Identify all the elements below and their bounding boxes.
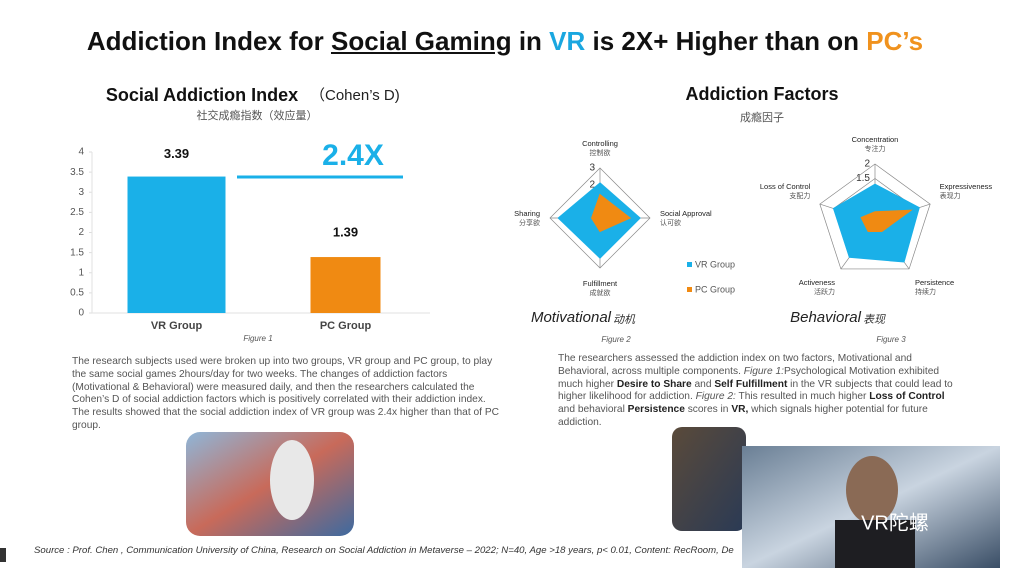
right-paragraph: The researchers assessed the addiction i… xyxy=(558,353,960,430)
y-tick-label: 2 xyxy=(78,227,84,238)
axis-label: Sharing xyxy=(514,209,540,218)
axis-label: Loss of Control xyxy=(760,182,811,191)
video-person xyxy=(846,456,898,524)
text-run: Loss of Control xyxy=(869,391,945,403)
text-run: and behavioral xyxy=(558,404,628,416)
edge-mark xyxy=(0,548,6,562)
text-run: and xyxy=(691,378,715,390)
photo xyxy=(186,432,354,536)
x-tick-label: PC Group xyxy=(320,320,372,332)
chart-subtitle: 成瘾因子 xyxy=(740,110,784,124)
text-run: Figure 1: xyxy=(743,365,784,377)
text-run: This resulted in much higher xyxy=(735,391,870,403)
text-run: Addiction Index for xyxy=(86,26,331,56)
axis-label-zh: 控制欲 xyxy=(590,148,611,157)
source-note: Source : Prof. Chen , Communication Univ… xyxy=(34,545,734,556)
video-person-body xyxy=(835,520,915,568)
text-run: VR xyxy=(549,26,586,56)
figure-label-zh: 动机 xyxy=(613,313,636,326)
chart-title-note: （Cohen’s D) xyxy=(310,87,400,104)
photo-person xyxy=(270,440,314,520)
figure-label: Motivational xyxy=(531,309,612,326)
legend-swatch xyxy=(687,262,692,267)
axis-label: Social Approval xyxy=(660,209,712,218)
axis-label-zh: 支配力 xyxy=(789,191,810,200)
text-run: Desire to Share xyxy=(616,378,692,390)
y-tick-label: 1 xyxy=(78,267,84,278)
figure-label: Behavioral xyxy=(790,309,862,326)
figure-caption: Figure 3 xyxy=(876,335,906,344)
axis-label: Fulfillment xyxy=(583,279,618,288)
text-run: The research subjects used were broken u… xyxy=(72,356,499,431)
axis-label-zh: 成就欲 xyxy=(590,288,611,297)
y-tick-label: 2.5 xyxy=(70,207,84,218)
legend-label: PC Group xyxy=(695,284,735,294)
legend-label: VR Group xyxy=(695,259,735,269)
photo xyxy=(672,427,746,531)
y-tick-label: 4 xyxy=(78,147,84,158)
watermark: VR陀螺 xyxy=(861,511,929,534)
axis-label: Concentration xyxy=(852,135,899,144)
legend-swatch xyxy=(687,287,692,292)
grid-ring xyxy=(819,163,931,270)
value-label: 3.39 xyxy=(164,146,189,161)
annotation: 2.4X xyxy=(322,139,384,172)
axis-label-zh: 表现力 xyxy=(940,191,961,200)
text-run: is 2X+ Higher than on xyxy=(585,26,867,56)
left-paragraph: The research subjects used were broken u… xyxy=(72,356,504,433)
text-run: Figure 2: xyxy=(695,391,736,403)
chart-title: Social Addiction Index xyxy=(106,85,298,105)
text-run: scores in xyxy=(684,404,732,416)
text-run: in the VR subjects that could lead to hi… xyxy=(558,378,953,403)
r-tick-label: 2 xyxy=(864,159,870,170)
y-tick-label: 3.5 xyxy=(70,167,84,178)
text-run: Social Gaming xyxy=(330,26,512,56)
axis-label: Controlling xyxy=(582,139,618,148)
r-tick-label: 3 xyxy=(589,163,595,174)
x-tick-label: VR Group xyxy=(151,320,203,332)
bar xyxy=(127,176,226,313)
text-run: PC’s xyxy=(866,26,924,56)
r-tick-label: 2 xyxy=(589,179,595,190)
text-run: Persistence xyxy=(627,404,685,416)
text-run: Self Fulfillment xyxy=(714,378,788,390)
text-run: The researchers assessed the addiction i… xyxy=(558,353,912,377)
text-run: VR, xyxy=(731,404,749,416)
slide-title: Addiction Index for Social Gaming in VR … xyxy=(0,26,1010,57)
radar-area xyxy=(591,193,632,233)
text-run: Psychological Motivation exhibited much … xyxy=(558,365,940,390)
value-label: 1.39 xyxy=(333,224,358,239)
y-tick-label: 0 xyxy=(78,308,84,319)
axis-label: Activeness xyxy=(799,278,836,287)
axis-label-zh: 认可欲 xyxy=(660,218,681,227)
r-tick-label: 1.5 xyxy=(856,173,870,184)
axis-label: Expressiveness xyxy=(940,182,993,191)
figure-label-zh: 表现 xyxy=(863,313,886,326)
chart-title: Addiction Factors xyxy=(685,84,838,104)
chart-subtitle: 社交成瘾指数（效应量） xyxy=(197,108,318,122)
y-tick-label: 3 xyxy=(78,187,84,198)
bar xyxy=(310,257,381,313)
axis-label-zh: 持续力 xyxy=(915,287,936,296)
y-tick-label: 1.5 xyxy=(70,247,84,258)
axis-label-zh: 专注力 xyxy=(865,144,886,153)
figure-caption: Figure 1 xyxy=(243,334,272,343)
y-tick-label: 0.5 xyxy=(70,288,84,299)
text-run: which signals higher potential for futur… xyxy=(558,404,928,428)
figure-caption: Figure 2 xyxy=(601,335,631,344)
text-run: in xyxy=(511,26,550,56)
radar-area xyxy=(860,209,913,232)
axis-label-zh: 分享欲 xyxy=(519,218,540,227)
axis-label: Persistence xyxy=(915,278,954,287)
axis-label-zh: 活跃力 xyxy=(814,287,835,296)
